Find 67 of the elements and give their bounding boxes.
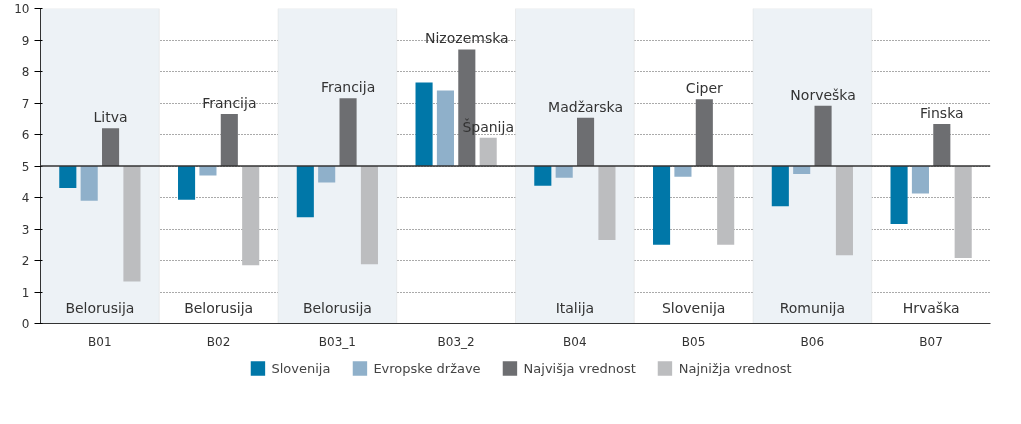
bar (771, 166, 789, 207)
annotation: Romunija (779, 299, 846, 316)
bar (220, 114, 238, 166)
x-tick-label: B04 (563, 334, 587, 349)
bar (695, 99, 713, 166)
legend-label: Slovenija (271, 360, 331, 376)
y-tick-label: 6 (21, 128, 30, 142)
bar (674, 166, 692, 177)
annotation: Madžarska (548, 98, 624, 115)
bar (555, 166, 573, 178)
bar (296, 166, 314, 218)
y-tick-label: 5 (21, 159, 30, 174)
bar (339, 98, 357, 166)
y-tick-label: 9 (21, 33, 30, 48)
x-tick-label: B02 (206, 334, 231, 349)
bar (479, 137, 497, 166)
y-tick-label: 1 (21, 285, 30, 300)
legend-label: Najvišja vrednost (523, 360, 636, 376)
annotation: Ciper (685, 80, 724, 97)
legend-label: Evropske države (373, 360, 481, 376)
bar (835, 166, 853, 256)
bar (436, 90, 454, 166)
x-tick-label: B01 (88, 334, 112, 349)
bar (318, 166, 336, 183)
y-tick-label: 3 (21, 222, 30, 237)
bar (717, 166, 735, 245)
annotation: Nizozemska (425, 30, 509, 47)
bar (80, 166, 98, 201)
bar (59, 166, 77, 189)
bar (123, 166, 141, 282)
y-tick-label: 8 (21, 65, 30, 79)
annotation: Francija (202, 95, 257, 112)
x-tick-label: B03_2 (437, 334, 475, 349)
bar (415, 82, 433, 166)
annotation: Belorusija (184, 299, 254, 316)
bar (890, 166, 908, 224)
bar (814, 105, 832, 166)
y-tick-label: 0 (21, 317, 30, 331)
x-tick-label: B03_1 (318, 334, 356, 349)
bar (933, 124, 951, 166)
x-tick-label: B05 (681, 334, 706, 349)
y-tick-label: 4 (21, 191, 30, 205)
y-tick-label: 2 (21, 254, 30, 268)
bar (102, 128, 120, 166)
bar (954, 166, 972, 258)
annotation: Francija (320, 79, 376, 96)
annotation: Italija (555, 299, 595, 316)
bar (577, 117, 595, 166)
bar (534, 166, 552, 186)
annotation: Slovenija (661, 299, 726, 316)
bar (598, 166, 616, 241)
x-tick-label: B07 (919, 334, 943, 349)
y-tick-label: 7 (21, 96, 30, 111)
annotation: Belorusija (302, 299, 372, 316)
annotation: Belorusija (65, 299, 135, 316)
bar (653, 166, 671, 245)
annotation: Litva (93, 109, 128, 126)
y-tick-label: 10 (14, 2, 30, 16)
annotation: Hrvaška (902, 299, 960, 316)
bar (178, 166, 196, 200)
x-tick-label: B06 (800, 334, 825, 349)
annotation: Finska (920, 105, 964, 122)
annotation: Norveška (790, 86, 856, 103)
bar (242, 166, 260, 266)
legend-label: Najnižja vrednost (678, 360, 792, 376)
bar (911, 166, 929, 194)
bar (360, 166, 378, 265)
